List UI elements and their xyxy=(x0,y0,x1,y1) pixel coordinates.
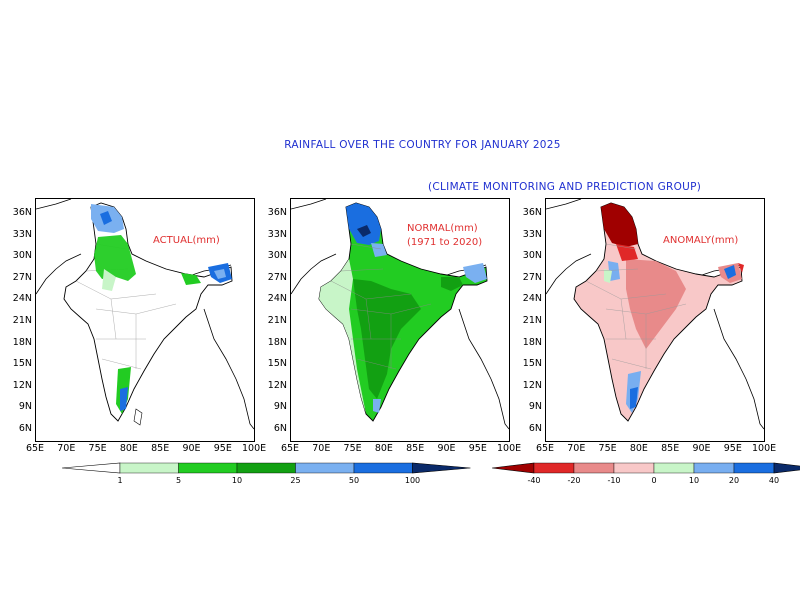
colorbar-tick-label: -10 xyxy=(607,476,621,485)
lat-tick-label: 15N xyxy=(267,358,287,370)
actual-rainfall-map: ACTUAL(mm) xyxy=(35,198,255,442)
lat-tick-label: 18N xyxy=(267,336,287,348)
lon-tick-label: 70E xyxy=(57,443,76,454)
lon-tick-label: 65E xyxy=(25,443,45,454)
lat-tick-label: 21N xyxy=(267,315,287,326)
lat-tick-label: 30N xyxy=(522,250,542,262)
lon-tick-label: 75E xyxy=(598,443,617,454)
lat-tick-label: 15N xyxy=(522,358,542,370)
lat-tick-label: 33N xyxy=(12,228,32,240)
lat-tick-label: 36N xyxy=(12,207,32,218)
lat-tick-label: 27N xyxy=(267,271,287,283)
lat-tick-label: 12N xyxy=(267,379,287,391)
map-subtitle: (CLIMATE MONITORING AND PREDICTION GROUP… xyxy=(428,181,702,193)
lon-tick-label: 70E xyxy=(567,443,586,454)
lon-tick-label: 100E xyxy=(752,443,777,454)
lat-tick-label: 12N xyxy=(12,379,32,391)
colorbar-segment xyxy=(613,462,655,474)
colorbar-tick-label: 10 xyxy=(688,476,700,485)
colorbar-min-arrow xyxy=(492,462,535,474)
colorbar-segment xyxy=(178,462,238,474)
lat-tick-label: 24N xyxy=(267,293,287,305)
lat-tick-label: 27N xyxy=(522,271,542,283)
lat-tick-label: 21N xyxy=(522,315,542,326)
lat-tick-label: 33N xyxy=(522,228,542,240)
colorbar-tick-label: 25 xyxy=(290,476,301,485)
lat-tick-label: 18N xyxy=(12,336,32,348)
panel-label-anomaly: ANOMALY(mm) xyxy=(663,235,739,246)
lat-tick-label: 33N xyxy=(267,228,287,240)
colorbar-segment xyxy=(693,462,735,474)
lon-tick-label: 80E xyxy=(119,443,138,454)
colorbar-segment xyxy=(119,462,179,474)
colorbar-min-arrow xyxy=(62,462,121,474)
lat-tick-label: 36N xyxy=(267,207,287,218)
lat-tick-label: 15N xyxy=(12,358,32,370)
anomaly-colorbar xyxy=(492,462,800,474)
lat-tick-label: 6N xyxy=(18,423,32,434)
panel-label-actual: ACTUAL(mm) xyxy=(153,235,220,246)
colorbar-tick-label: 100 xyxy=(404,476,421,485)
lon-tick-label: 75E xyxy=(88,443,107,454)
lat-tick-label: 6N xyxy=(273,423,287,434)
lat-tick-label: 6N xyxy=(528,423,542,434)
lat-tick-label: 12N xyxy=(522,379,542,391)
colorbar-max-arrow xyxy=(412,462,471,474)
lon-tick-label: 90E xyxy=(692,443,711,454)
lat-tick-label: 18N xyxy=(522,336,542,348)
colorbar-tick-label: 5 xyxy=(175,476,182,485)
lon-tick-label: 95E xyxy=(723,443,742,454)
lat-tick-label: 24N xyxy=(522,293,542,305)
lat-tick-label: 24N xyxy=(12,293,32,305)
lat-tick-label: 21N xyxy=(12,315,32,326)
colorbar-tick-label: 20 xyxy=(728,476,740,485)
colorbar-tick-label: 10 xyxy=(231,476,243,485)
colorbar-tick-label: 50 xyxy=(348,476,360,485)
lat-tick-label: 9N xyxy=(18,401,32,413)
colorbar-tick-label: -40 xyxy=(527,476,541,485)
panel-label-normal-period: (1971 to 2020) xyxy=(407,237,483,248)
colorbar-segment xyxy=(236,462,296,474)
colorbar-segment xyxy=(573,462,615,474)
lon-tick-label: 65E xyxy=(280,443,300,454)
lat-tick-label: 36N xyxy=(522,207,542,218)
colorbar-segment xyxy=(653,462,695,474)
lon-tick-label: 80E xyxy=(629,443,648,454)
lon-tick-label: 90E xyxy=(182,443,201,454)
normal-rainfall-map: NORMAL(mm) (1971 to 2020) xyxy=(290,198,510,442)
colorbar-tick-label: -20 xyxy=(567,476,581,485)
colorbar-max-arrow xyxy=(773,462,800,474)
colorbar-segment xyxy=(353,462,413,474)
lon-tick-label: 100E xyxy=(242,443,267,454)
lon-tick-label: 80E xyxy=(374,443,393,454)
lon-tick-label: 85E xyxy=(151,443,170,454)
map-title: RAINFALL OVER THE COUNTRY FOR JANUARY 20… xyxy=(284,139,561,151)
lon-tick-label: 95E xyxy=(213,443,232,454)
lon-tick-label: 85E xyxy=(661,443,680,454)
colorbar-segment xyxy=(533,462,575,474)
colorbar-tick-label: 1 xyxy=(117,476,123,485)
lat-tick-label: 9N xyxy=(273,401,287,413)
colorbar-segment xyxy=(733,462,775,474)
lat-tick-label: 30N xyxy=(12,250,32,262)
lat-tick-label: 30N xyxy=(267,250,287,262)
lon-tick-label: 70E xyxy=(312,443,331,454)
lon-tick-label: 85E xyxy=(406,443,425,454)
lon-tick-label: 100E xyxy=(497,443,522,454)
lat-tick-label: 27N xyxy=(12,271,32,283)
lon-tick-label: 95E xyxy=(468,443,487,454)
lon-tick-label: 75E xyxy=(343,443,362,454)
colorbar-segment xyxy=(295,462,355,474)
panel-label-normal: NORMAL(mm) xyxy=(407,223,478,234)
rainfall-colorbar xyxy=(62,462,471,474)
lat-tick-label: 9N xyxy=(528,401,542,413)
anomaly-rainfall-map: ANOMALY(mm) xyxy=(545,198,765,442)
lon-tick-label: 90E xyxy=(437,443,456,454)
colorbar-tick-label: 0 xyxy=(651,476,657,485)
lon-tick-label: 65E xyxy=(535,443,555,454)
colorbar-tick-label: 40 xyxy=(768,476,780,485)
